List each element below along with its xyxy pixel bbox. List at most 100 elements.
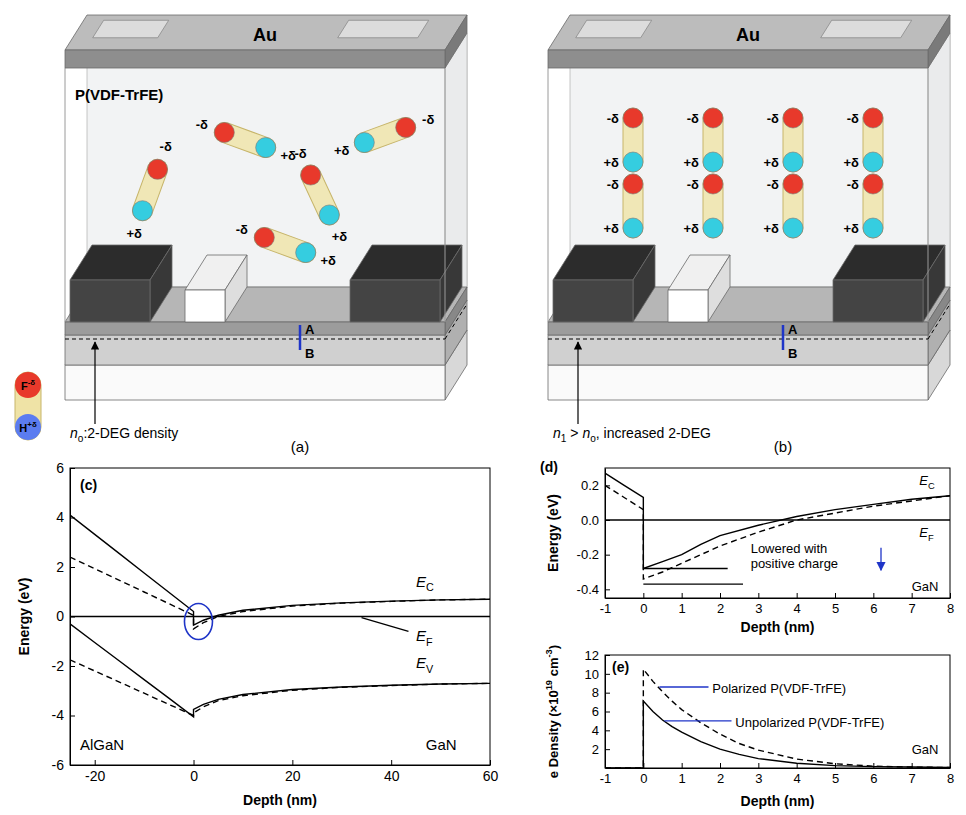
probe-label: A bbox=[305, 322, 315, 337]
molecule-body bbox=[783, 174, 803, 238]
fluorine-end bbox=[783, 174, 803, 194]
y-tick-label: -4 bbox=[52, 707, 65, 723]
x-tick-label: 6 bbox=[870, 771, 877, 786]
annotation-part: E bbox=[919, 473, 928, 488]
y-tick: 4 bbox=[592, 723, 610, 738]
y-tick-label: 12 bbox=[585, 648, 599, 663]
probe-line bbox=[299, 325, 302, 350]
y-tick: 4 bbox=[56, 509, 75, 525]
legend-label-part: -δ bbox=[28, 378, 36, 387]
x-axis-line bbox=[606, 768, 951, 769]
electrode-label: Au bbox=[736, 25, 760, 45]
y-tick-mark bbox=[605, 485, 610, 486]
x-axis: -200204060 bbox=[71, 760, 499, 784]
annotation: EF bbox=[416, 627, 433, 648]
plot-frame bbox=[605, 655, 950, 768]
drain-contact-front bbox=[833, 280, 923, 322]
x-tick: 20 bbox=[285, 760, 301, 784]
data-line bbox=[605, 669, 950, 768]
y-tick-label: 10 bbox=[585, 666, 599, 681]
data-line bbox=[643, 568, 727, 569]
gold-electrode-side bbox=[445, 15, 467, 68]
x-tick: 3 bbox=[755, 593, 762, 616]
y-tick-mark bbox=[605, 693, 610, 694]
x-tick-mark bbox=[835, 763, 836, 768]
fluorine-end bbox=[863, 108, 883, 128]
y-axis-title: Energy (eV) bbox=[545, 494, 561, 572]
dipole-molecule: -δ+δ bbox=[764, 108, 803, 172]
x-tick-label: 2 bbox=[717, 771, 724, 786]
substrate-front bbox=[548, 365, 928, 400]
electrode-window bbox=[338, 20, 429, 38]
annotation-arrow bbox=[880, 548, 881, 571]
data-line bbox=[605, 473, 950, 568]
x-tick-label: 0 bbox=[640, 601, 647, 616]
gan-layer-front bbox=[65, 335, 445, 365]
y-tick-mark bbox=[70, 666, 75, 667]
fluorine-end bbox=[15, 372, 41, 398]
y-tick-mark bbox=[70, 518, 75, 519]
x-axis-line bbox=[71, 765, 491, 766]
annotation: Unpolarized P(VDF-TrFE) bbox=[735, 715, 884, 730]
x-tick-label: 7 bbox=[909, 771, 916, 786]
x-tick-label: 4 bbox=[794, 601, 801, 616]
molecule-body bbox=[297, 162, 342, 228]
dipole-molecule: -δ+δ bbox=[236, 222, 336, 268]
molecule-body bbox=[863, 108, 883, 172]
molecule-body bbox=[252, 225, 319, 266]
fluorine-end bbox=[703, 108, 723, 128]
hydrogen-end bbox=[256, 138, 276, 158]
annotation: EF bbox=[919, 525, 934, 543]
fluorine-end bbox=[214, 122, 234, 142]
gold-electrode-side bbox=[928, 15, 950, 68]
source-contact-side bbox=[150, 245, 172, 322]
molecule-body bbox=[15, 372, 41, 440]
charge-label: -δ bbox=[422, 112, 434, 127]
source-contact-front bbox=[70, 280, 150, 322]
y-tick-mark bbox=[605, 520, 610, 521]
gold-electrode-front bbox=[65, 50, 445, 68]
molecule-body bbox=[130, 157, 171, 224]
x-axis: -1012345678 bbox=[600, 593, 954, 616]
electrode-window bbox=[93, 20, 169, 38]
y-axis-title-part: ) bbox=[546, 645, 561, 649]
hydrogen-end bbox=[623, 218, 643, 238]
x-tick-mark bbox=[720, 763, 721, 768]
x-tick: 7 bbox=[909, 763, 916, 786]
plot-area bbox=[70, 515, 490, 717]
hydrogen-end bbox=[783, 152, 803, 172]
charge-label: +δ bbox=[684, 221, 700, 236]
annotation-part: E bbox=[919, 525, 928, 540]
y-tick-mark bbox=[605, 655, 610, 656]
x-tick-label: 5 bbox=[832, 601, 839, 616]
hydrogen-end bbox=[783, 218, 803, 238]
y-tick-label: 0.2 bbox=[581, 478, 599, 493]
y-tick-label: 4 bbox=[56, 509, 64, 525]
panel-label: (e) bbox=[612, 659, 629, 675]
figure-canvas: AB-δ+δ-δ+δ-δ+δ-δ+δ-δ+δAuP(VDF-TrFE)no:2-… bbox=[0, 0, 966, 815]
annotation: Lowered withpositive charge bbox=[751, 541, 838, 571]
hydrogen-end bbox=[132, 201, 152, 221]
box-front-edge bbox=[928, 68, 929, 322]
leader-line bbox=[664, 720, 731, 721]
box-front-edge bbox=[65, 68, 66, 322]
plot-area bbox=[605, 669, 950, 768]
y-axis-title-part: -3 bbox=[544, 649, 554, 657]
x-tick: 4 bbox=[794, 593, 801, 616]
panel-label: (c) bbox=[80, 477, 97, 493]
x-tick-label: 40 bbox=[384, 768, 400, 784]
y-tick-label: 0.0 bbox=[581, 513, 599, 528]
x-tick-mark bbox=[490, 760, 491, 765]
annotation-part: C bbox=[426, 581, 434, 593]
hydrogen-end bbox=[863, 152, 883, 172]
x-tick-label: 0 bbox=[640, 771, 647, 786]
charge-label: -δ bbox=[767, 177, 779, 192]
y-tick-label: 0 bbox=[56, 608, 64, 624]
x-axis: -1012345678 bbox=[600, 763, 954, 786]
x-tick: 8 bbox=[947, 593, 954, 616]
plot-frame bbox=[605, 468, 950, 598]
dipole-molecule: -δ+δ bbox=[844, 174, 883, 238]
x-tick: 2 bbox=[717, 593, 724, 616]
pointer-arrow bbox=[94, 342, 95, 424]
charge-label: +δ bbox=[684, 155, 700, 170]
